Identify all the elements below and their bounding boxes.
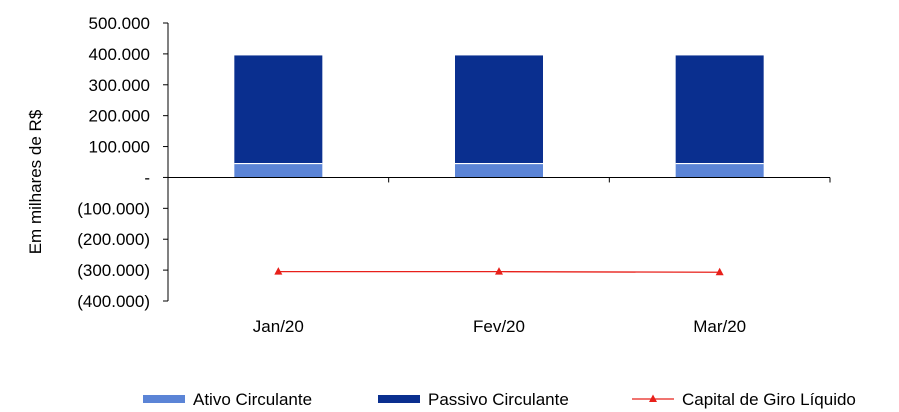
y-tick-label: 500.000 [89, 14, 150, 33]
axes [163, 22, 831, 302]
legend-marker [649, 394, 657, 402]
y-tick-label: 400.000 [89, 45, 150, 64]
legend-item: Capital de Giro Líquido [632, 390, 856, 409]
y-tick-label: (300.000) [77, 261, 150, 280]
legend-label: Ativo Circulante [193, 390, 312, 409]
y-tick-label: (100.000) [77, 199, 150, 218]
y-tick-label: - [144, 168, 150, 187]
bar-ativo-circulante [234, 163, 323, 178]
x-tick-label: Fev/20 [473, 317, 525, 336]
y-axis-ticks: 500.000 400.000 300.000 200.000 100.000 - (100… [77, 14, 150, 311]
y-tick-label: (200.000) [77, 230, 150, 249]
legend-label: Capital de Giro Líquido [682, 390, 856, 409]
y-tick-label: 200.000 [89, 107, 150, 126]
y-tick-label: 100.000 [89, 138, 150, 157]
line-point-marker [495, 267, 503, 275]
legend-label: Passivo Circulante [428, 390, 569, 409]
legend-swatch [378, 395, 420, 403]
x-tick-label: Mar/20 [693, 317, 746, 336]
legend-item: Passivo Circulante [378, 390, 569, 409]
line-point-marker [715, 267, 724, 276]
bar-ativo-circulante [455, 163, 543, 178]
y-tick-label: (400.000) [77, 292, 150, 311]
x-axis-ticks: Jan/20 Fev/20 Mar/20 [253, 317, 746, 336]
line-series [274, 267, 724, 276]
legend-swatch [143, 395, 185, 403]
y-axis-label: Em milhares de R$ [26, 109, 45, 254]
bar-passivo-circulante [675, 55, 764, 164]
bars [234, 55, 764, 178]
legend-item: Ativo Circulante [143, 390, 312, 409]
line-point-marker [274, 267, 283, 275]
legend: Ativo Circulante Passivo Circulante Capita… [143, 390, 856, 409]
bar-passivo-circulante [234, 55, 323, 164]
bar-ativo-circulante [675, 163, 764, 178]
x-tick-label: Jan/20 [253, 317, 304, 336]
y-tick-label: 300.000 [89, 76, 150, 95]
bar-passivo-circulante [455, 55, 543, 164]
